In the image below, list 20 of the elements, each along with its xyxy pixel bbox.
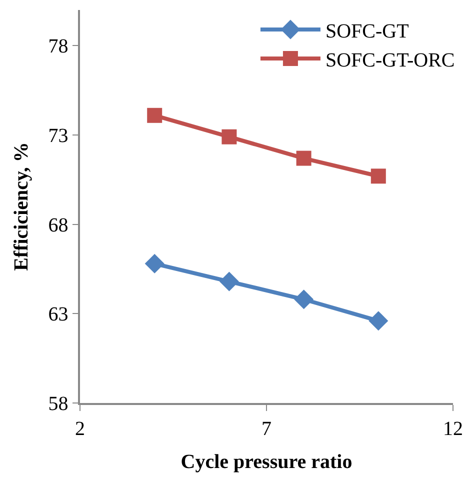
y-axis-title: Efficiciency, % — [10, 142, 32, 271]
y-tick-label: 68 — [48, 214, 68, 236]
point — [294, 290, 314, 310]
x-tick-label: 12 — [443, 418, 463, 440]
x-tick-label: 7 — [262, 418, 272, 440]
y-tick-label: 73 — [48, 125, 68, 148]
point — [368, 311, 388, 331]
point — [222, 129, 237, 144]
y-tick-label: 58 — [48, 393, 68, 415]
y-tick-label: 78 — [48, 36, 68, 58]
x-axis-title: Cycle pressure ratio — [180, 450, 352, 473]
legend-label: SOFC-GT-ORC — [325, 49, 455, 72]
point — [144, 254, 164, 274]
x-tick-label: 2 — [75, 418, 85, 440]
point — [219, 272, 239, 292]
y-tick-label: 63 — [48, 304, 68, 326]
point — [370, 168, 386, 184]
point — [296, 150, 312, 166]
legend-label: SOFC-GT — [325, 20, 409, 42]
point — [147, 108, 162, 123]
